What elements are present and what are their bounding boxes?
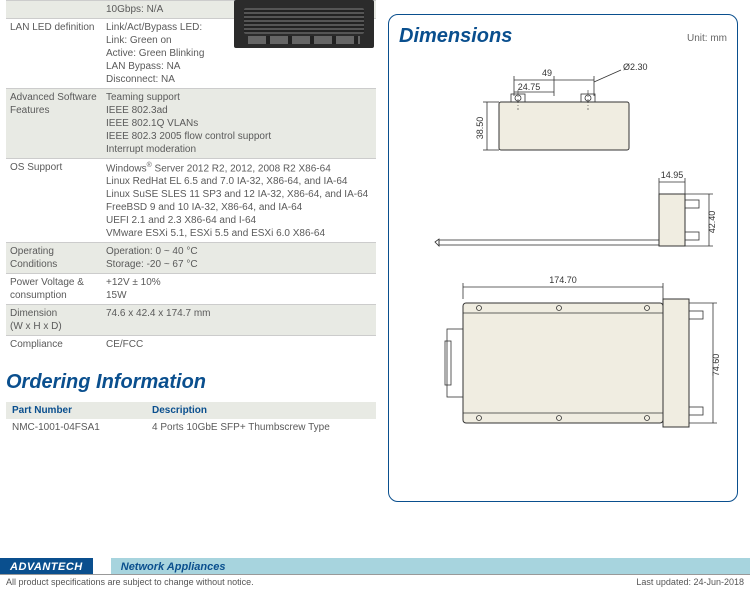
order-row: NMC-1001-04FSA14 Ports 10GbE SFP+ Thumbs…	[6, 419, 376, 436]
dimensions-panel: Dimensions Unit: mm 49 24.75 Ø2.30	[388, 14, 738, 502]
svg-text:Ø2.30: Ø2.30	[623, 62, 648, 72]
spec-label	[6, 1, 102, 19]
spec-value: Windows® Server 2012 R2, 2012, 2008 R2 X…	[102, 159, 376, 243]
spec-label: Advanced Software Features	[6, 89, 102, 159]
order-col-pn: Part Number	[6, 402, 146, 419]
svg-text:49: 49	[542, 68, 552, 78]
brand-logo: ADVANTECH	[10, 561, 83, 573]
spec-row: ComplianceCE/FCC	[6, 336, 376, 354]
spec-label: Dimension(W x H x D)	[6, 305, 102, 336]
dimensions-unit: Unit: mm	[687, 33, 727, 44]
order-pn: NMC-1001-04FSA1	[6, 419, 146, 436]
spec-value: CE/FCC	[102, 336, 376, 354]
spec-label: Power Voltage & consumption	[6, 274, 102, 305]
ordering-heading: Ordering Information	[6, 371, 376, 394]
svg-text:174.70: 174.70	[549, 275, 577, 285]
svg-text:74.60: 74.60	[711, 354, 721, 377]
page-footer: ADVANTECH Network Appliances All product…	[0, 558, 750, 591]
spec-label: LAN LED definition	[6, 19, 102, 89]
spec-row: Operating ConditionsOperation: 0 ~ 40 °C…	[6, 243, 376, 274]
spec-row: Advanced Software FeaturesTeaming suppor…	[6, 89, 376, 159]
dimensions-heading: Dimensions	[399, 25, 727, 48]
spec-row: Dimension(W x H x D)74.6 x 42.4 x 174.7 …	[6, 305, 376, 336]
spec-label: Compliance	[6, 336, 102, 354]
footer-disclaimer: All product specifications are subject t…	[6, 577, 254, 587]
spec-label: Operating Conditions	[6, 243, 102, 274]
spec-value: +12V ± 10%15W	[102, 274, 376, 305]
footer-updated: Last updated: 24-Jun-2018	[636, 577, 744, 587]
spec-value: 74.6 x 42.4 x 174.7 mm	[102, 305, 376, 336]
order-table: Part Number Description NMC-1001-04FSA14…	[6, 402, 376, 436]
order-desc: 4 Ports 10GbE SFP+ Thumbscrew Type	[146, 419, 376, 436]
svg-text:14.95: 14.95	[661, 170, 684, 180]
spec-row: Power Voltage & consumption+12V ± 10%15W	[6, 274, 376, 305]
spec-value: Teaming supportIEEE 802.3adIEEE 802.1Q V…	[102, 89, 376, 159]
product-photo	[234, 0, 374, 48]
spec-row: OS SupportWindows® Server 2012 R2, 2012,…	[6, 159, 376, 243]
svg-text:42.40: 42.40	[707, 211, 717, 234]
svg-text:38.50: 38.50	[475, 117, 485, 140]
dimensions-drawing: 49 24.75 Ø2.30 38.50	[399, 52, 727, 482]
spec-table: 10Gbps: N/ALAN LED definitionLink/Act/By…	[6, 0, 376, 353]
footer-category: Network Appliances	[121, 561, 226, 573]
svg-text:24.75: 24.75	[518, 82, 541, 92]
spec-value: Operation: 0 ~ 40 °CStorage: -20 ~ 67 °C	[102, 243, 376, 274]
spec-label: OS Support	[6, 159, 102, 243]
order-col-desc: Description	[146, 402, 376, 419]
